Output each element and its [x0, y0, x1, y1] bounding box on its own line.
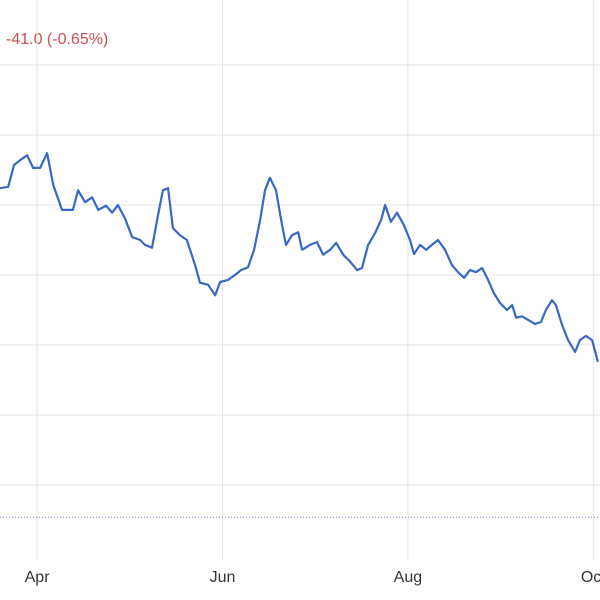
x-tick-label: Aug	[394, 569, 422, 586]
price-change: -41.0 (-0.65%)	[6, 31, 108, 48]
x-tick-label: Oct	[581, 569, 600, 586]
x-tick-label: Apr	[25, 569, 51, 586]
x-tick-label: Jun	[210, 569, 236, 586]
price-line	[0, 152, 599, 363]
